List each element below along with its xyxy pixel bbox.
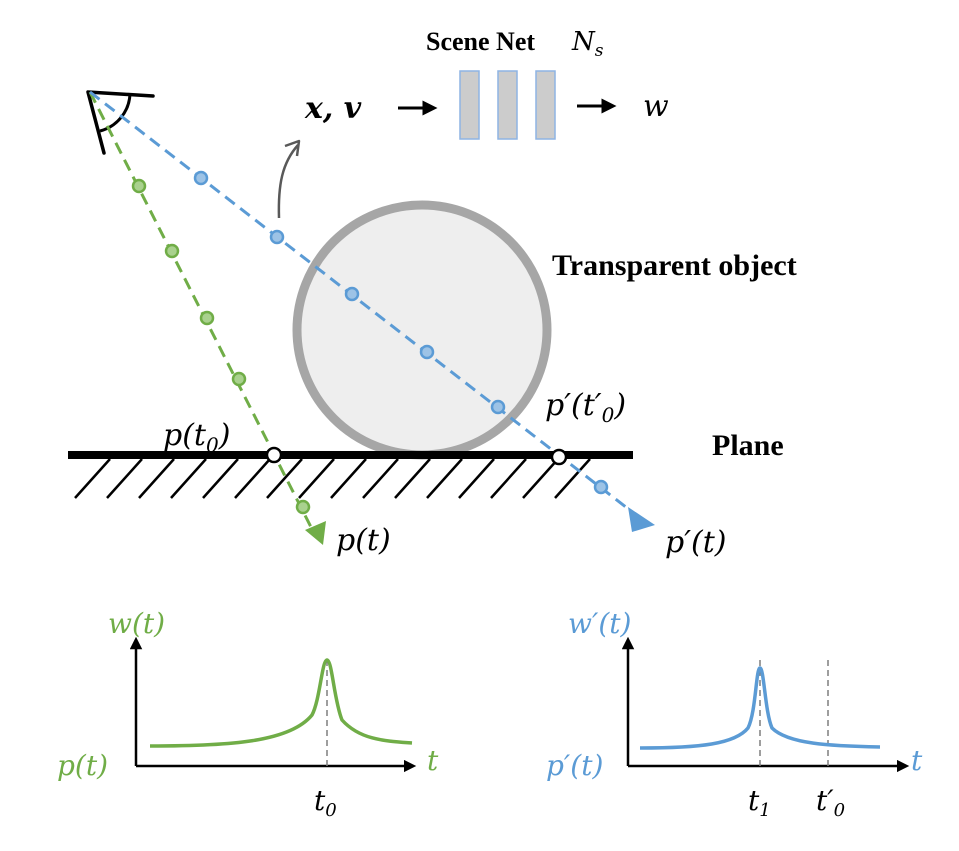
intersection-p-prime-t0 (550, 448, 568, 466)
scene-net-symbol: Ns (571, 27, 604, 61)
blue-ray-arrowhead (628, 507, 655, 532)
object-label: Transparent object (552, 249, 797, 282)
hatch-line (490, 458, 527, 499)
hatch-line (298, 458, 335, 499)
plot-right-xlabel: t (911, 744, 923, 777)
green-ray-samples (131, 178, 311, 515)
plot-right-curve-label: p′(t) (546, 749, 603, 782)
label-p-prime-t: p′(t) (665, 525, 726, 560)
label-p-prime-t0: p′(t′0) (545, 388, 626, 427)
green-sample-point (131, 178, 147, 194)
net-input-label: x, v (304, 91, 362, 126)
hatch-line (234, 458, 271, 499)
plot-right-tick-t1: t1 (748, 784, 771, 821)
query-curved-arrow (277, 144, 299, 219)
green-ray-arrowhead (305, 521, 326, 545)
hatch-line (170, 458, 207, 499)
plot-right-curve (639, 666, 881, 750)
blue-sample-point (269, 229, 285, 245)
green-sample-point (295, 499, 311, 515)
blue-sample-point (490, 399, 506, 415)
scene-net-title: Scene Net (426, 27, 535, 56)
hatch-line (554, 458, 591, 499)
label-p-t0: p(t0) (163, 418, 230, 457)
hatch-line (426, 458, 463, 499)
blue-ray (89, 90, 641, 520)
query-arrow-head (284, 139, 301, 157)
hatch-line (458, 458, 495, 499)
plot-left-curve (149, 658, 413, 748)
hatch-line (522, 458, 559, 499)
plot-left-tick-t0: t0 (314, 784, 337, 821)
camera-eye-arc (99, 93, 132, 133)
hatch-line (138, 458, 175, 499)
green-sample-point (199, 310, 215, 326)
plot-right: w′(t) t p′(t) t1 t′0 (546, 607, 923, 821)
camera-eye-icon (86, 90, 155, 155)
plane-hatching (74, 458, 591, 499)
plot-left-curve-label: p(t) (57, 749, 108, 782)
plot-right-ylabel: w′(t) (568, 607, 631, 640)
green-sample-point (231, 371, 247, 387)
net-layer-1 (459, 70, 480, 140)
blue-sample-point (193, 170, 209, 186)
plane-label: Plane (712, 429, 784, 462)
hatch-line (394, 458, 431, 499)
net-output-label: w (643, 89, 669, 124)
blue-sample-point (593, 479, 609, 495)
blue-sample-point (419, 344, 435, 360)
plot-left-xlabel: t (427, 744, 439, 777)
net-layer-3 (535, 70, 556, 140)
intersection-p-t0 (265, 446, 283, 464)
hatch-line (202, 458, 239, 499)
plot-left: w(t) t p(t) t0 (57, 607, 439, 821)
plot-right-tick-t0: t′0 (816, 784, 845, 821)
hatch-line (266, 458, 303, 499)
blue-sample-point (344, 286, 360, 302)
hatch-line (330, 458, 367, 499)
hatch-line (106, 458, 143, 499)
plot-left-ylabel: w(t) (108, 607, 165, 640)
label-p-t: p(t) (336, 523, 391, 558)
net-layer-2 (497, 70, 518, 140)
hatch-line (362, 458, 399, 499)
blue-ray-samples (193, 170, 609, 495)
green-sample-point (164, 243, 180, 259)
hatch-line (74, 458, 111, 499)
transparent-object (292, 200, 552, 460)
